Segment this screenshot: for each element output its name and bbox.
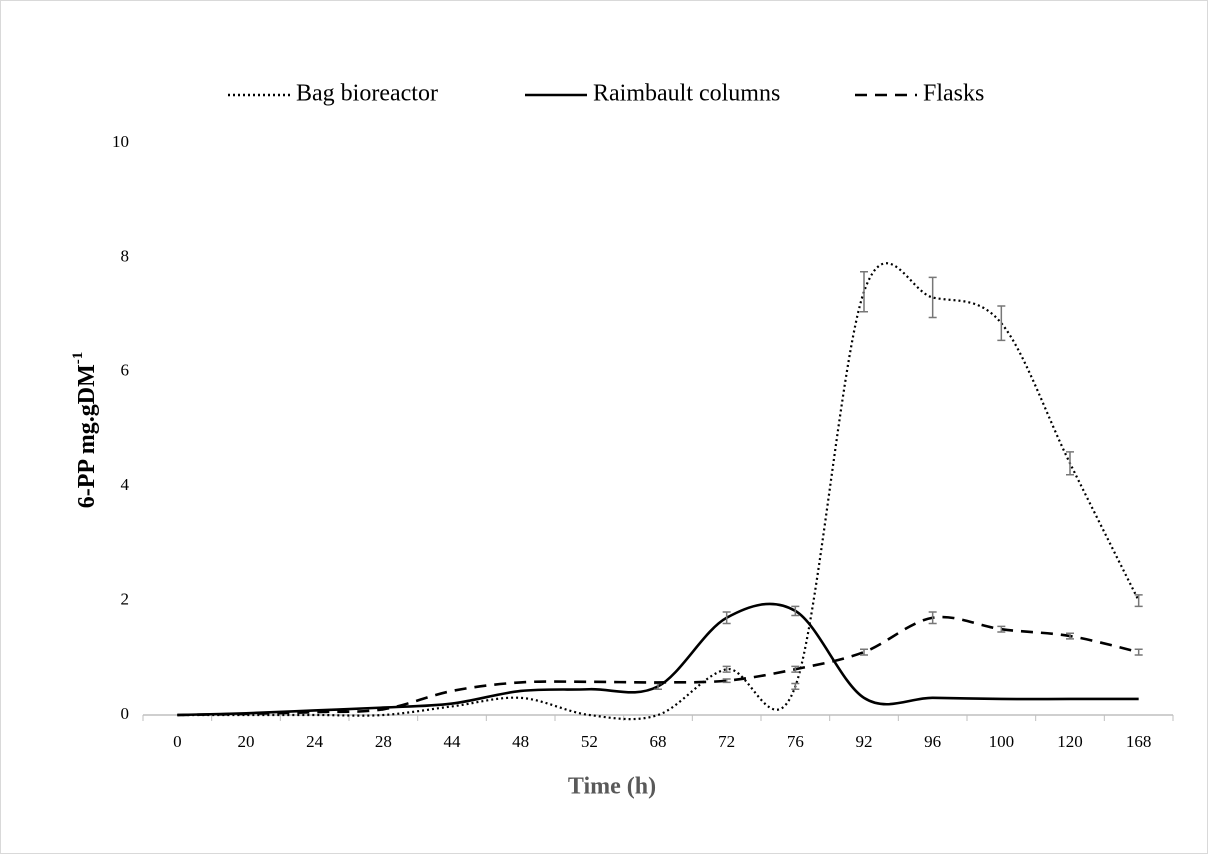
x-tick-label: 52: [581, 732, 598, 751]
error-bar: [791, 605, 800, 617]
x-tick-label: 68: [650, 732, 667, 751]
y-axis-label-main: 6-PP mg.gDM: [74, 364, 100, 508]
error-bar: [1066, 632, 1074, 640]
error-bar: [791, 665, 800, 673]
error-bar: [928, 276, 937, 319]
legend-label: Raimbault columns: [593, 81, 780, 107]
x-tick-label: 168: [1126, 732, 1152, 751]
x-tick-label: 44: [444, 732, 462, 751]
x-tick-label: 0: [173, 732, 182, 751]
x-tick-label: 120: [1057, 732, 1083, 751]
y-tick-label: 8: [121, 246, 130, 265]
y-tick-label: 0: [121, 704, 130, 723]
x-tick-label: 20: [238, 732, 255, 751]
x-tick-label: 28: [375, 732, 392, 751]
error-bar: [1134, 594, 1143, 608]
y-axis-label: 6-PP mg.gDM-1: [70, 352, 99, 508]
error-bar: [928, 611, 937, 625]
x-tick-label: 24: [306, 732, 324, 751]
error-bar: [860, 270, 868, 313]
legend-label: Flasks: [923, 81, 984, 107]
series-line: [177, 262, 1140, 721]
x-tick-label: 96: [924, 732, 941, 751]
error-bar: [997, 305, 1006, 342]
y-axis-label-sup: -1: [70, 352, 86, 365]
error-bar: [1134, 648, 1143, 656]
x-tick-label: 72: [718, 732, 735, 751]
error-bar: [1066, 451, 1074, 476]
y-tick-label: 10: [112, 132, 129, 151]
error-bar: [722, 611, 731, 625]
y-tick-label: 6: [121, 361, 130, 380]
error-bar: [791, 682, 800, 691]
legend-label: Bag bioreactor: [296, 81, 438, 107]
y-tick-label: 2: [121, 590, 130, 609]
x-tick-label: 76: [787, 732, 804, 751]
y-tick-label: 4: [121, 475, 130, 494]
error-bar: [860, 648, 868, 656]
x-tick-label: 100: [989, 732, 1015, 751]
error-bar: [722, 678, 731, 684]
x-tick-label: 92: [856, 732, 873, 751]
error-bar: [722, 665, 731, 673]
error-bar: [997, 625, 1006, 633]
x-tick-label: 48: [512, 732, 529, 751]
series-line: [177, 615, 1139, 717]
x-axis-label: Time (h): [568, 774, 656, 800]
